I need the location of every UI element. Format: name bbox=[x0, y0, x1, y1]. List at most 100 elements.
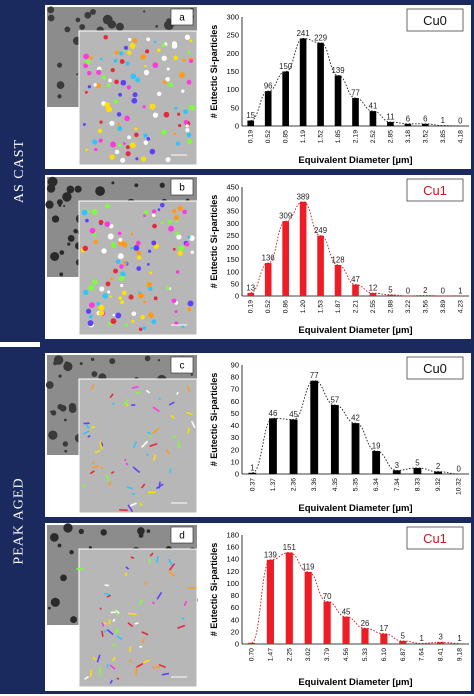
x-tick-label: 6.10 bbox=[381, 648, 388, 661]
si-particle bbox=[76, 568, 84, 570]
bar bbox=[282, 72, 289, 127]
y-axis-title: # Eutectic Si-particles bbox=[209, 195, 219, 289]
si-particle bbox=[139, 328, 142, 331]
si-particle bbox=[82, 210, 88, 216]
si-particle bbox=[144, 70, 149, 75]
si-particle bbox=[118, 238, 122, 242]
si-particle bbox=[143, 301, 146, 304]
y-axis-title: # Eutectic Si-particles bbox=[209, 543, 219, 637]
si-particle bbox=[146, 282, 151, 287]
x-tick-label: 6.87 bbox=[400, 648, 407, 661]
si-particle bbox=[167, 67, 170, 70]
si-particle bbox=[143, 105, 146, 108]
si-particle bbox=[96, 302, 100, 306]
si-particle bbox=[152, 62, 158, 68]
data-label: 26 bbox=[361, 619, 370, 628]
x-tick-label: 1.19 bbox=[300, 130, 307, 143]
micrograph-speck bbox=[109, 358, 115, 364]
si-particle bbox=[110, 142, 116, 148]
x-tick-label: 8.33 bbox=[414, 478, 421, 491]
micrograph-speck bbox=[59, 250, 64, 255]
micrograph-speck bbox=[46, 381, 54, 389]
bar bbox=[317, 43, 324, 126]
x-tick-label: 2.21 bbox=[353, 300, 360, 313]
si-particle bbox=[88, 85, 91, 88]
micrograph-speck bbox=[65, 361, 69, 365]
x-tick-label: 1.53 bbox=[318, 300, 325, 313]
si-particle bbox=[128, 38, 131, 41]
peak-aged-label: PEAK AGED bbox=[12, 477, 28, 564]
peak-aged-label-wrap: PEAK AGED bbox=[0, 347, 40, 694]
data-label: 77 bbox=[310, 371, 319, 380]
si-particle bbox=[181, 325, 184, 328]
micrograph-speck bbox=[57, 81, 65, 89]
si-particle bbox=[146, 38, 150, 42]
data-label: 229 bbox=[314, 33, 327, 42]
si-particle bbox=[188, 236, 191, 239]
si-particle bbox=[187, 51, 190, 54]
legend-text: Cu0 bbox=[423, 361, 447, 376]
si-particle bbox=[98, 305, 104, 311]
panel-svg: b050100150200250300350400450130.191360.5… bbox=[45, 175, 471, 339]
micrograph-speck bbox=[147, 529, 151, 533]
panel-letter: d bbox=[179, 531, 185, 542]
si-particle bbox=[152, 213, 156, 217]
y-tick-label: 0 bbox=[235, 292, 239, 301]
x-tick-label: 0.70 bbox=[249, 648, 256, 661]
micrograph-speck bbox=[69, 550, 73, 554]
y-tick-label: 150 bbox=[226, 255, 239, 264]
x-tick-label: 1.47 bbox=[267, 648, 274, 661]
si-particle bbox=[118, 123, 121, 126]
si-particle bbox=[174, 133, 177, 136]
si-particle bbox=[178, 124, 181, 127]
si-particle bbox=[164, 112, 170, 118]
bar bbox=[352, 285, 359, 296]
y-tick-label: 20 bbox=[231, 445, 239, 454]
si-particle bbox=[138, 293, 144, 299]
bar bbox=[317, 236, 324, 296]
si-particle bbox=[90, 228, 96, 234]
micrograph-speck bbox=[48, 177, 58, 187]
si-particle bbox=[132, 493, 135, 495]
si-particle bbox=[122, 242, 128, 248]
data-label: 136 bbox=[262, 254, 275, 263]
si-particle bbox=[125, 61, 129, 65]
bar bbox=[352, 423, 360, 474]
y-tick-label: 40 bbox=[231, 421, 239, 430]
si-particle bbox=[145, 49, 149, 53]
bar bbox=[300, 202, 307, 296]
micrograph-speck bbox=[111, 181, 114, 184]
data-label: 46 bbox=[269, 409, 278, 418]
x-tick-label: 5.33 bbox=[362, 648, 369, 661]
micrograph-speck bbox=[70, 616, 77, 623]
si-particle bbox=[132, 38, 137, 43]
micrograph-speck bbox=[64, 26, 70, 32]
y-tick-label: 100 bbox=[226, 267, 239, 276]
si-particle bbox=[118, 296, 122, 300]
bar bbox=[269, 418, 277, 474]
micrograph-speck bbox=[116, 23, 124, 31]
si-particle bbox=[109, 619, 111, 624]
si-particle bbox=[111, 242, 116, 247]
si-particle bbox=[144, 210, 148, 214]
si-particle bbox=[104, 221, 110, 227]
si-particle bbox=[119, 264, 124, 269]
y-tick-label: 200 bbox=[226, 49, 239, 58]
micrograph-speck bbox=[62, 192, 71, 201]
y-tick-label: 0 bbox=[235, 470, 239, 479]
si-particle bbox=[120, 284, 123, 287]
x-tick-label: 2.85 bbox=[387, 130, 394, 143]
si-particle bbox=[149, 559, 151, 564]
si-particle bbox=[121, 80, 127, 86]
bar bbox=[342, 617, 349, 644]
si-particle bbox=[99, 220, 104, 225]
micrograph-speck bbox=[48, 430, 57, 439]
data-label: 5 bbox=[401, 631, 406, 640]
si-particle bbox=[99, 139, 103, 143]
si-particle bbox=[176, 141, 180, 145]
si-particle bbox=[190, 39, 193, 42]
x-tick-label: 0.37 bbox=[249, 478, 256, 491]
x-tick-label: 10.32 bbox=[456, 478, 463, 495]
si-particle bbox=[182, 210, 187, 215]
